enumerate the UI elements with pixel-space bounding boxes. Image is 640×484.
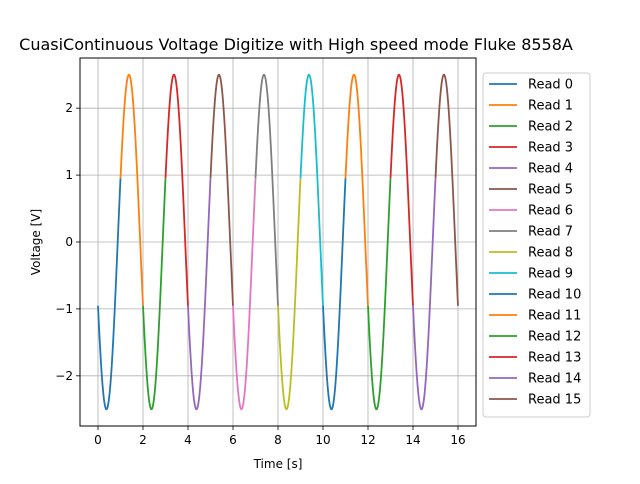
legend-label: Read 1	[528, 99, 573, 114]
legend-label: Read 5	[528, 183, 573, 198]
y-tick-label: 2	[65, 101, 73, 115]
series-line	[367, 178, 392, 411]
x-tick-label: 4	[184, 433, 192, 447]
series-line	[119, 73, 144, 306]
y-axis: −2 −1 0 1 2	[55, 101, 80, 383]
series-line	[254, 73, 279, 306]
legend-label: Read 3	[528, 141, 573, 156]
x-tick-label: 8	[274, 433, 282, 447]
series-line	[412, 178, 437, 411]
y-tick-label: −2	[55, 369, 73, 383]
x-tick-label: 6	[229, 433, 237, 447]
x-tick-label: 14	[405, 433, 420, 447]
chart-title: CuasiContinuous Voltage Digitize with Hi…	[19, 35, 573, 54]
x-axis-label: Time [s]	[253, 457, 303, 471]
legend-label: Read 14	[528, 372, 581, 387]
legend-label: Read 7	[528, 225, 573, 240]
series-line	[389, 73, 414, 306]
legend-label: Read 9	[528, 267, 573, 282]
series-line	[232, 178, 257, 411]
y-tick-label: 1	[65, 168, 73, 182]
x-tick-label: 0	[94, 433, 102, 447]
series-line	[434, 73, 459, 306]
series-layer	[97, 73, 459, 411]
y-axis-label: Voltage [V]	[29, 209, 43, 275]
series-line	[187, 178, 212, 411]
y-tick-label: −1	[55, 302, 73, 316]
series-line	[277, 178, 302, 411]
legend-label: Read 0	[528, 78, 573, 93]
legend-label: Read 6	[528, 204, 573, 219]
legend-label: Read 11	[528, 309, 581, 324]
series-line	[299, 73, 324, 306]
y-tick-label: 0	[65, 235, 73, 249]
series-line	[97, 178, 122, 411]
series-line	[322, 178, 347, 411]
legend-label: Read 15	[528, 393, 581, 408]
x-tick-label: 10	[315, 433, 330, 447]
series-line	[344, 73, 369, 306]
legend-label: Read 12	[528, 330, 581, 345]
x-tick-label: 12	[360, 433, 375, 447]
series-line	[142, 178, 167, 411]
series-line	[209, 73, 234, 306]
legend-frame	[482, 72, 591, 418]
legend: Read 0 Read 1 Read 2 Read 3 Read 4 Read 5 Read…	[482, 72, 591, 418]
series-line	[164, 73, 189, 306]
x-tick-label: 16	[450, 433, 465, 447]
legend-label: Read 4	[528, 162, 573, 177]
legend-label: Read 10	[528, 288, 581, 303]
legend-label: Read 2	[528, 120, 573, 135]
x-axis: 0 2 4 6 8 10 12 14 16	[94, 426, 466, 447]
legend-label: Read 8	[528, 246, 573, 261]
legend-label: Read 13	[528, 351, 581, 366]
x-tick-label: 2	[139, 433, 147, 447]
